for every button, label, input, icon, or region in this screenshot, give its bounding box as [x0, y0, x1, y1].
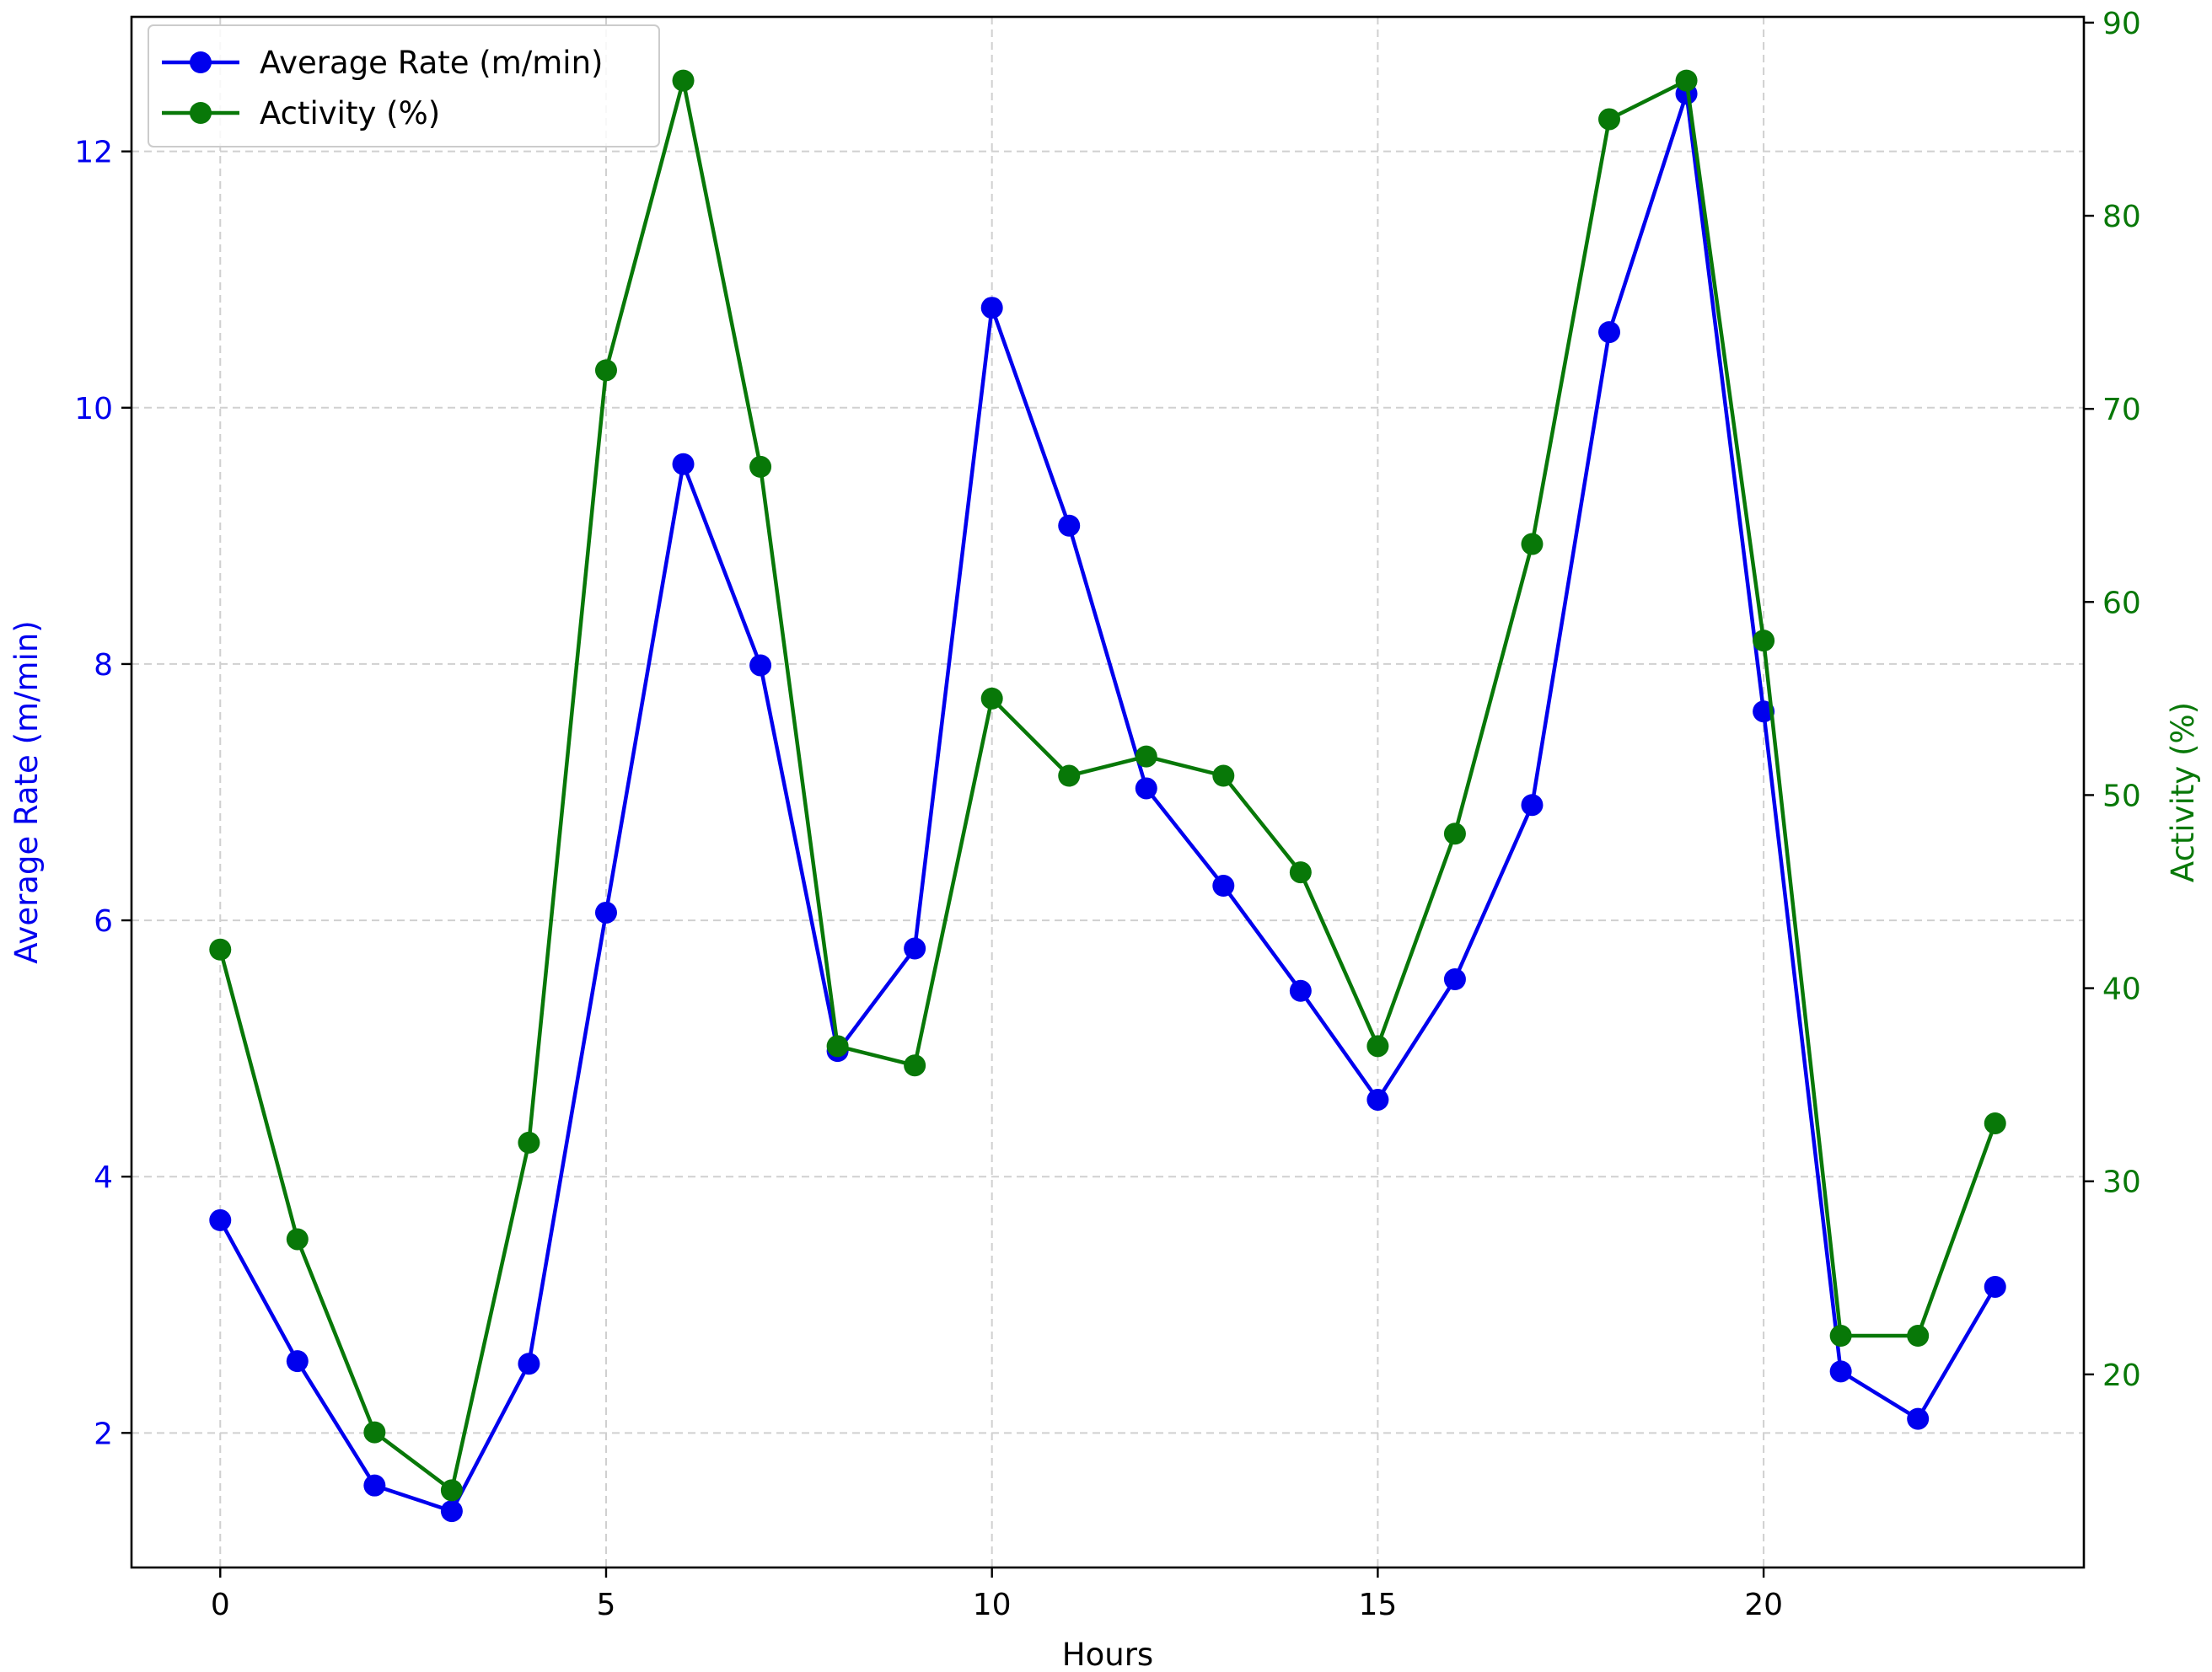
- data-point: [1212, 764, 1235, 787]
- series-line: [218, 78, 1997, 1492]
- grid-lines: [132, 17, 2084, 1568]
- data-point: [1443, 968, 1466, 991]
- data-point: [1058, 764, 1081, 787]
- data-point: [1984, 1112, 2006, 1134]
- x-tick-label: 10: [973, 1588, 1012, 1622]
- data-point: [1675, 69, 1698, 92]
- y-left-tick-label: 8: [94, 648, 113, 683]
- data-point: [440, 1479, 463, 1502]
- series-activity: [209, 69, 2006, 1502]
- x-axis-label: Hours: [1062, 1637, 1153, 1672]
- y-axis-right-label: Activity (%): [2165, 702, 2201, 882]
- data-point: [1753, 630, 1775, 652]
- x-tick-label: 5: [597, 1588, 616, 1622]
- data-point: [1135, 745, 1157, 768]
- data-point: [749, 455, 772, 478]
- data-point: [1907, 1325, 1930, 1348]
- data-point: [980, 687, 1003, 710]
- y-right-tick-label: 50: [2102, 779, 2141, 813]
- y-right-tick-label: 30: [2102, 1166, 2141, 1200]
- data-point: [1058, 514, 1081, 537]
- data-point: [1289, 861, 1312, 884]
- legend-label-activity: Activity (%): [260, 95, 440, 131]
- legend-marker-activity: [190, 102, 212, 124]
- y-left-tick-label: 2: [94, 1417, 113, 1451]
- data-point: [1366, 1035, 1389, 1058]
- data-point: [1135, 777, 1157, 800]
- plot-frame: [130, 15, 2086, 1569]
- y-right-tick-label: 20: [2102, 1358, 2141, 1393]
- legend: Average Rate (m/min) Activity (%): [148, 24, 660, 147]
- data-point: [904, 1054, 926, 1077]
- data-point: [209, 938, 232, 961]
- y-left-tick-label: 10: [74, 392, 113, 426]
- x-tick-label: 0: [211, 1588, 230, 1622]
- data-point: [1212, 875, 1235, 898]
- data-point: [826, 1035, 849, 1058]
- data-point: [1984, 1275, 2006, 1298]
- data-point: [904, 937, 926, 960]
- series-line: [218, 91, 1997, 1514]
- y-right-tick-label: 80: [2102, 200, 2141, 234]
- data-point: [363, 1474, 386, 1497]
- x-tick-label: 15: [1358, 1588, 1397, 1622]
- y-right-tick-label: 40: [2102, 973, 2141, 1007]
- data-point: [1829, 1360, 1852, 1383]
- y-axis-left-label: Average Rate (m/min): [8, 620, 45, 963]
- data-point: [1907, 1407, 1930, 1430]
- data-point: [1521, 533, 1544, 555]
- data-point: [594, 901, 617, 924]
- legend-label-average-rate: Average Rate (m/min): [260, 45, 603, 81]
- legend-marker-average-rate: [190, 51, 212, 73]
- data-point: [672, 69, 695, 92]
- data-point: [749, 654, 772, 677]
- data-point: [286, 1350, 309, 1373]
- y-right-tick-label: 70: [2102, 393, 2141, 427]
- data-point: [980, 297, 1003, 319]
- data-point: [363, 1421, 386, 1444]
- data-point: [1521, 794, 1544, 817]
- data-point: [209, 1208, 232, 1231]
- data-point: [672, 453, 695, 475]
- data-point: [286, 1228, 309, 1251]
- y-left-tick-label: 4: [94, 1160, 113, 1195]
- data-point: [1366, 1088, 1389, 1111]
- legend-box: [148, 24, 660, 147]
- data-point: [1289, 979, 1312, 1002]
- y-left-tick-label: 6: [94, 904, 113, 939]
- series-average-rate: [209, 83, 2006, 1523]
- data-point: [518, 1131, 540, 1154]
- data-point: [518, 1353, 540, 1375]
- data-point: [1829, 1325, 1852, 1348]
- data-point: [594, 359, 617, 382]
- data-point: [1598, 108, 1621, 131]
- data-point: [1598, 321, 1621, 344]
- y-left-tick-label: 12: [74, 136, 113, 170]
- data-point: [1443, 823, 1466, 845]
- axes-layer: 0 5 10 15 20 2 4 6 8 10 12 20 30 40 50 60 70 80 90: [74, 7, 2141, 1622]
- y-right-tick-label: 60: [2102, 586, 2141, 620]
- x-tick-label: 20: [1744, 1588, 1783, 1622]
- data-point: [440, 1500, 463, 1523]
- y-right-tick-label: 90: [2102, 7, 2141, 41]
- series-layer: [209, 69, 2006, 1523]
